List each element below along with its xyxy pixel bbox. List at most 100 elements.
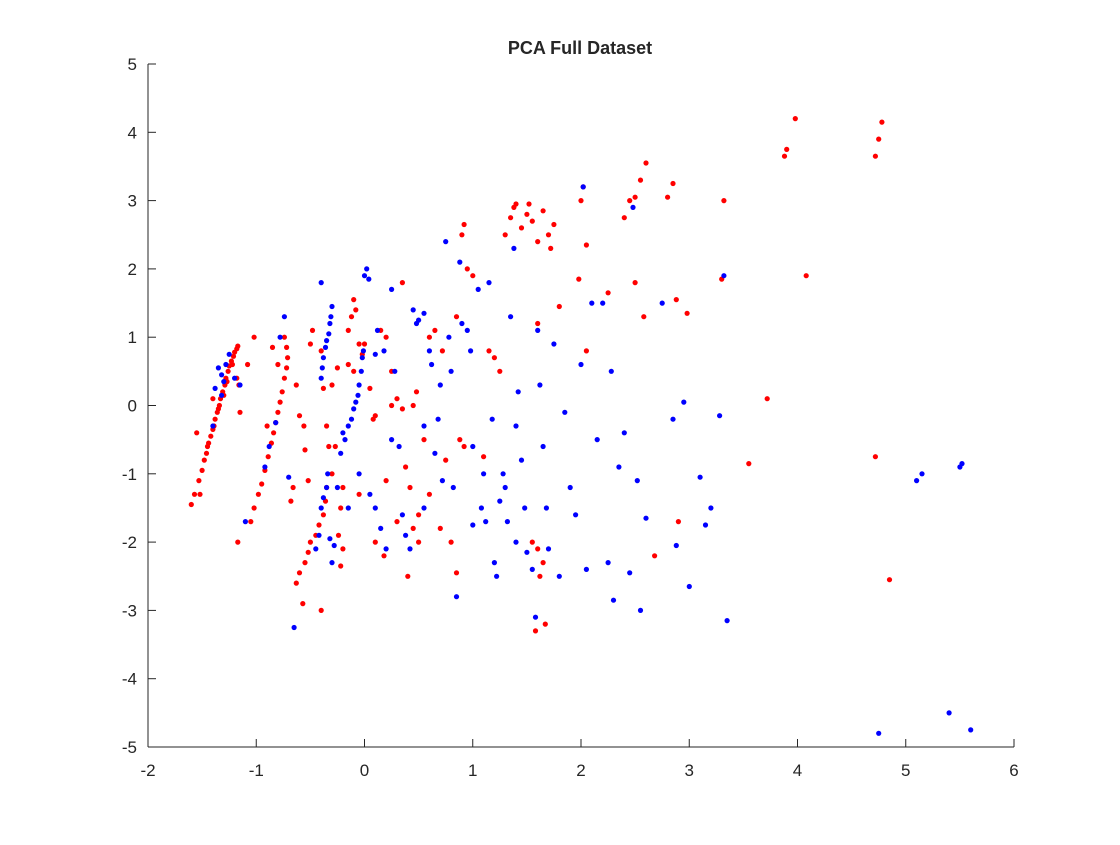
data-point [219,372,225,378]
data-point [551,221,557,228]
data-point [319,365,325,371]
data-point [318,505,324,511]
data-point [421,437,427,443]
y-tick-label: -5 [122,738,137,757]
data-point [383,546,389,552]
data-point [500,471,506,477]
data-point [322,344,329,350]
data-point [443,239,449,245]
data-point [535,327,541,333]
data-point [600,300,606,306]
data-point [372,351,378,357]
data-point [318,348,324,354]
data-point [470,443,476,450]
data-point [486,348,492,354]
data-point [470,273,476,279]
y-tick-label: -3 [122,601,137,620]
data-point [291,624,297,631]
data-point [453,314,460,320]
data-point [361,273,368,279]
data-point [338,563,344,569]
data-point [659,300,665,306]
data-point [389,402,395,409]
data-point [792,116,798,122]
chart-title: PCA Full Dataset [508,38,652,58]
x-tick-label: 0 [360,761,369,780]
data-point [605,560,611,566]
data-point [248,519,254,525]
data-point [372,539,378,545]
data-point [513,423,519,429]
data-point [286,474,292,480]
data-point [215,365,221,371]
data-point [610,597,617,603]
data-point [551,341,557,347]
data-point [326,443,332,450]
data-point [389,286,395,292]
data-point [508,314,514,320]
data-point [351,368,357,374]
data-point [675,519,682,525]
axes: -2 -1 0 1 2 3 4 5 6 -5 -4 -3 -2 -1 0 1 2 3 4 5 [122,55,1019,780]
data-point [392,368,398,374]
data-point [578,198,584,204]
data-point [366,276,372,282]
data-point [708,505,714,511]
data-point [621,215,627,221]
data-point [277,334,283,340]
data-point [383,478,389,484]
series-2 [210,184,974,736]
data-point [416,317,422,323]
x-tick-label: 2 [576,761,585,780]
data-point [540,560,546,566]
data-point [300,601,306,607]
data-point [316,532,322,538]
data-point [279,389,285,395]
data-point [288,498,294,504]
data-point [405,573,411,579]
data-point [608,368,614,374]
data-point [580,184,586,190]
data-point [504,519,510,525]
data-point [717,413,723,419]
data-point [353,307,359,313]
data-point [305,478,311,484]
data-point [556,303,562,310]
data-point [266,443,272,450]
data-point [229,361,235,368]
data-point [210,396,216,402]
data-point [475,286,481,292]
data-point [281,375,287,381]
y-tick-label: -4 [122,670,137,689]
data-point [543,505,550,511]
data-point [461,443,467,450]
data-point [328,314,334,320]
data-point [421,505,427,511]
data-point [443,457,449,463]
data-point [481,471,487,477]
data-point [583,242,590,248]
data-point [372,413,378,419]
data-point [410,525,416,532]
x-tick-label: -2 [140,761,155,780]
data-point [345,423,351,429]
data-point [389,437,395,443]
data-point [225,368,231,374]
data-point [453,570,460,576]
data-point [784,146,790,152]
data-point [781,153,788,159]
data-point [345,505,351,511]
data-point [203,450,210,456]
data-point [721,273,727,279]
data-point [567,484,573,491]
data-point [515,389,521,395]
y-tick-label: 1 [128,328,137,347]
data-point [277,399,283,405]
data-point [483,519,489,525]
data-point [340,484,346,491]
data-point [221,379,227,385]
data-point [946,710,952,716]
data-point [616,464,622,470]
data-point [524,211,530,217]
